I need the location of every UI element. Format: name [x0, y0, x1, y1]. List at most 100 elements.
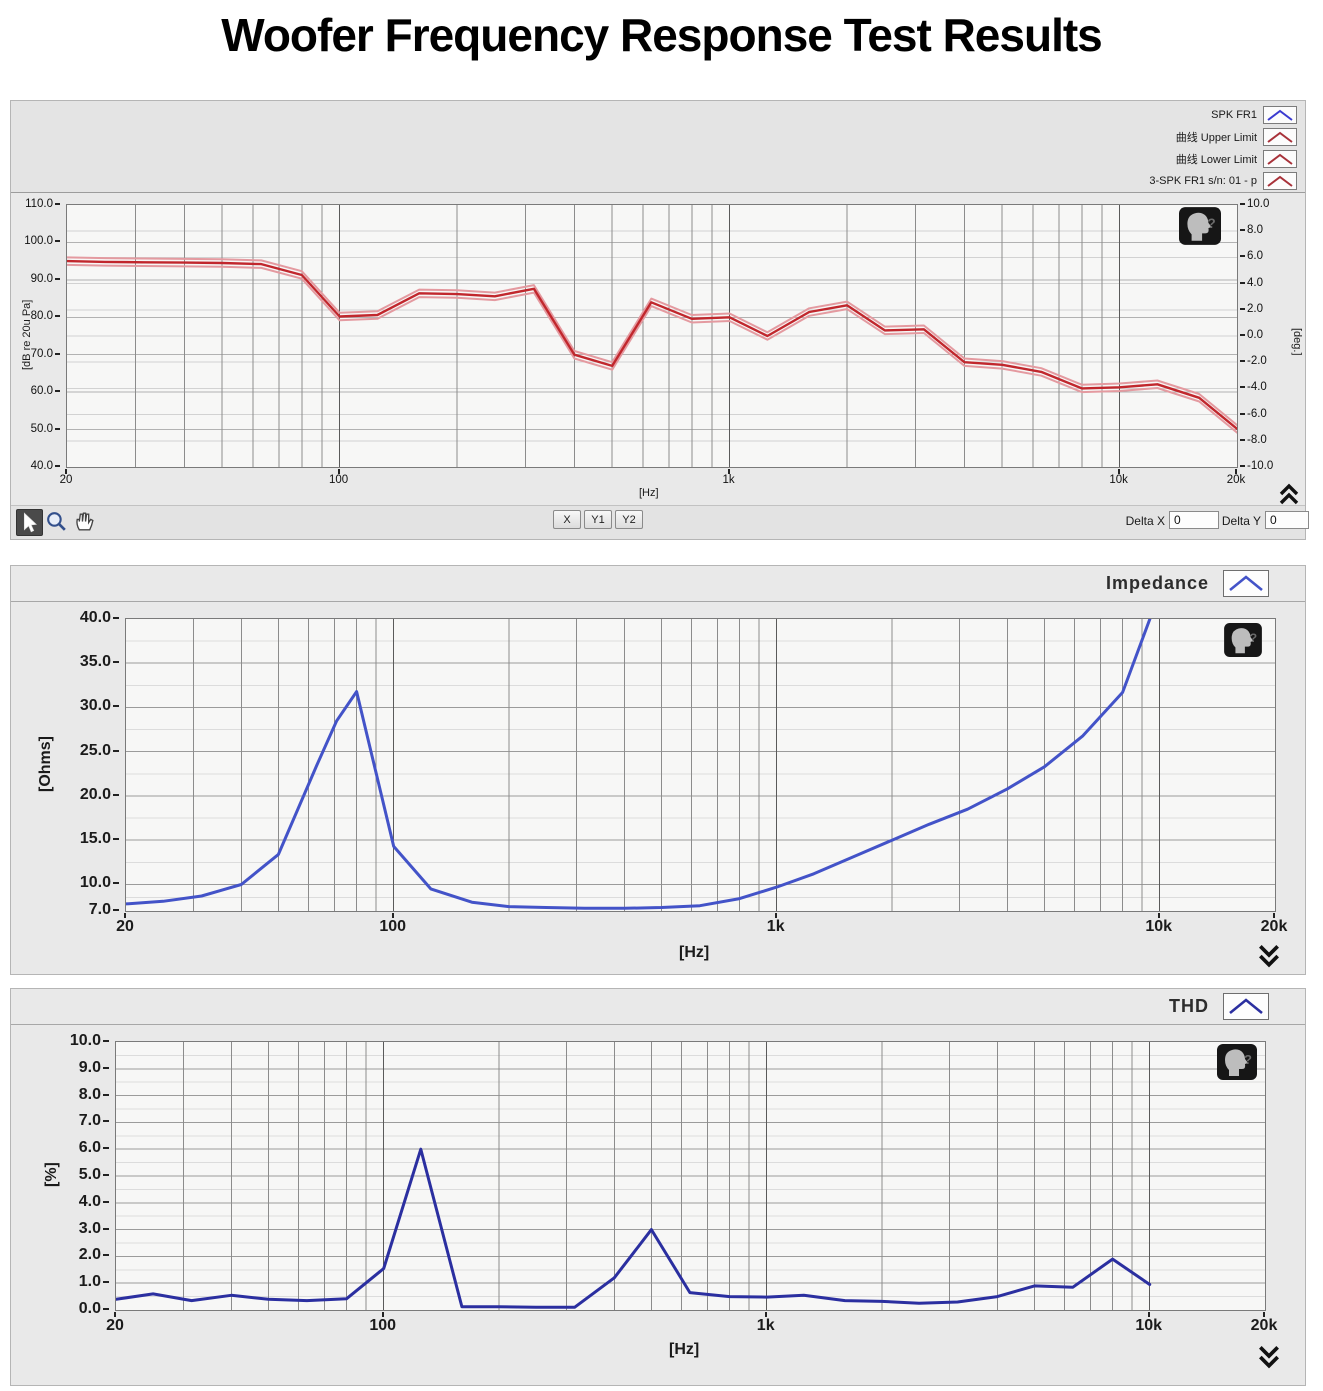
y-axis-tick-label: 30.0 [63, 697, 119, 715]
collapse-up-expander[interactable] [1276, 482, 1302, 506]
y-axis-tick-label: 40.0 [4, 458, 60, 474]
fr-plot-area[interactable] [66, 204, 1238, 468]
y-axis-tick-label: 3.0 [53, 1220, 109, 1238]
thd-legend-label: THD [1169, 996, 1209, 1016]
legend-line-icon[interactable] [1263, 106, 1297, 124]
y2-axis-tick-label: 0.0 [1240, 327, 1284, 343]
legend-line-icon[interactable] [1263, 128, 1297, 146]
impedance-graph-panel: Impedance [Ohms] [Hz] ? 40.0 35.0 30.0 25.0… [10, 565, 1306, 975]
delta-x-label: Delta X [1125, 514, 1165, 528]
impedance-y-axis-unit: [Ohms] [37, 736, 54, 792]
fr-legend: SPK FR1 曲线 Upper Limit 曲线 Lower Limit 3-SPK… [11, 101, 1305, 193]
thd-graph-panel: THD [%] [Hz] ? 10.0 9.0 8.0 7.0 6.0 5.0 4.0 3.0… [10, 988, 1306, 1386]
thd-curve [116, 1147, 1152, 1309]
y-axis-tick-label: 100.0 [4, 233, 60, 249]
y-axis-tick-label: 50.0 [4, 421, 60, 437]
impedance-x-axis-unit: [Hz] [679, 944, 710, 961]
y-axis-tick-label: 1.0 [53, 1273, 109, 1291]
listening-head-icon: ? [1223, 623, 1263, 657]
y-axis-tick-label: 4.0 [53, 1193, 109, 1211]
fr-graph-panel: SPK FR1 曲线 Upper Limit 曲线 Lower Limit 3-SPK… [10, 100, 1309, 540]
x-axis-tick-label: 20 [83, 1312, 147, 1335]
y-axis-tick-label: 2.0 [53, 1246, 109, 1264]
legend-item-label: 曲线 Upper Limit [1175, 132, 1257, 144]
y-axis-tick-label: 10.0 [53, 1032, 109, 1050]
gridlines [126, 619, 1275, 911]
fr-legend-item[interactable]: 曲线 Lower Limit [1176, 148, 1297, 170]
expand-down-expander[interactable] [1255, 1343, 1283, 1369]
y-axis-tick-label: 10.0 [63, 874, 119, 892]
impedance-legend-line-icon[interactable] [1223, 570, 1269, 597]
x-axis-tick-label: 20k [1204, 469, 1268, 486]
y-axis-tick-label: 60.0 [4, 383, 60, 399]
cursor-tool-icon[interactable] [16, 509, 43, 536]
impedance-curve [126, 619, 1152, 910]
y-axis-tick-label: 9.0 [53, 1059, 109, 1077]
y-axis-tick-label: 15.0 [63, 830, 119, 848]
legend-line-icon[interactable] [1263, 150, 1297, 168]
gridlines [116, 1042, 1265, 1310]
y-axis-tick-label: 7.0 [53, 1112, 109, 1130]
expand-down-expander[interactable] [1255, 942, 1283, 968]
y-axis-tick-label: 35.0 [63, 653, 119, 671]
y-axis-tick-label: 0.0 [53, 1300, 109, 1318]
divider [11, 601, 1305, 602]
y-axis-tick-label: 80.0 [4, 308, 60, 324]
zoom-tool-icon[interactable] [44, 509, 69, 534]
fr-legend-item[interactable]: 曲线 Upper Limit [1176, 126, 1297, 148]
x-axis-tick-label: 20k [1232, 1312, 1296, 1335]
impedance-legend[interactable]: Impedance [1106, 570, 1269, 597]
x-scale-button[interactable]: X [553, 510, 581, 529]
thd-legend-line-icon[interactable] [1223, 993, 1269, 1020]
fr-legend-item[interactable]: 3-SPK FR1 s/n: 01 - p [1149, 170, 1297, 192]
x-axis-tick-label: 10k [1087, 469, 1151, 486]
x-axis-tick-label: 10k [1117, 1312, 1181, 1335]
y-axis-tick-label: 70.0 [4, 346, 60, 362]
y-axis-tick-label: 8.0 [53, 1086, 109, 1104]
x-axis-tick-label: 10k [1127, 913, 1191, 936]
x-axis-tick-label: 1k [734, 1312, 798, 1335]
pan-hand-tool-icon[interactable] [72, 509, 97, 534]
graph-toolbar: X Y1 Y2 Delta X Delta Y [11, 505, 1309, 539]
x-axis-tick-label: 20k [1242, 913, 1306, 936]
fr-x-axis-unit: [Hz] [639, 487, 659, 499]
legend-item-label: 3-SPK FR1 s/n: 01 - p [1149, 175, 1257, 187]
y2-axis-tick-label: 8.0 [1240, 222, 1284, 238]
spk_fr1-curve [67, 256, 1237, 427]
y1-scale-button[interactable]: Y1 [584, 510, 612, 529]
impedance-legend-label: Impedance [1105, 573, 1209, 593]
thd-x-axis-unit: [Hz] [669, 1341, 700, 1358]
x-axis-tick-label: 20 [34, 469, 98, 486]
y-axis-tick-label: 20.0 [63, 786, 119, 804]
legend-item-label: SPK FR1 [1211, 109, 1257, 121]
y2-axis-tick-label: 4.0 [1240, 275, 1284, 291]
y-axis-tick-label: 90.0 [4, 271, 60, 287]
legend-line-icon[interactable] [1263, 172, 1297, 190]
y-axis-tick-label: 6.0 [53, 1139, 109, 1157]
x-axis-tick-label: 20 [93, 913, 157, 936]
y2-axis-tick-label: -4.0 [1240, 379, 1284, 395]
x-axis-tick-label: 100 [361, 913, 425, 936]
y-axis-tick-label: 40.0 [63, 609, 119, 627]
delta-y-input[interactable] [1265, 511, 1309, 529]
thd-plot-area [115, 1041, 1266, 1311]
svg-text:?: ? [1244, 1052, 1252, 1067]
svg-text:?: ? [1207, 216, 1215, 231]
x-axis-tick-label: 1k [744, 913, 808, 936]
y-axis-tick-label: 110.0 [4, 196, 60, 212]
thd-legend[interactable]: THD [1169, 993, 1269, 1020]
spk_fr1-curve [67, 259, 1237, 431]
x-axis-tick-label: 100 [351, 1312, 415, 1335]
page-title: Woofer Frequency Response Test Results [221, 9, 1103, 61]
legend-item-label: 曲线 Lower Limit [1175, 154, 1257, 166]
delta-x-input[interactable] [1169, 511, 1219, 529]
y2-scale-button[interactable]: Y2 [615, 510, 643, 529]
x-axis-tick-label: 1k [697, 469, 761, 486]
fr-legend-item[interactable]: SPK FR1 [1211, 104, 1297, 126]
y2-axis-tick-label: -8.0 [1240, 432, 1284, 448]
y2-axis-tick-label: 10.0 [1240, 196, 1284, 212]
y-axis-tick-label: 5.0 [53, 1166, 109, 1184]
x-axis-tick-label: 100 [307, 469, 371, 486]
listening-head-icon: ? [1179, 206, 1221, 246]
delta-y-label: Delta Y [1221, 514, 1261, 528]
